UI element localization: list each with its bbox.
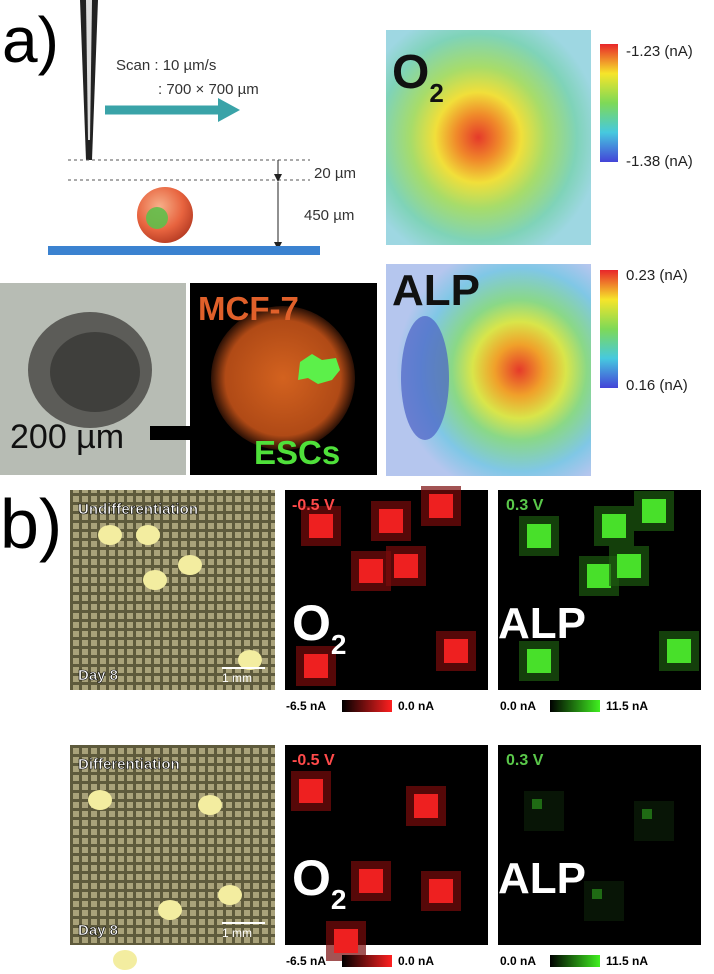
spheroid	[198, 795, 222, 815]
scan-arrowhead	[218, 98, 240, 122]
signal	[527, 649, 551, 673]
map-label: ALP	[498, 854, 586, 903]
signal	[299, 779, 323, 803]
voltage-label: 0.3 V	[506, 497, 544, 514]
colorbar-max: 11.5 nA	[606, 954, 648, 968]
signal	[444, 639, 468, 663]
signal-halo	[634, 801, 674, 841]
signal	[642, 809, 652, 819]
signal	[642, 499, 666, 523]
colorbar	[342, 700, 392, 712]
phase-label: Differentiation	[78, 756, 180, 773]
spheroid	[218, 885, 242, 905]
label-sub: 2	[429, 78, 443, 108]
signal	[429, 879, 453, 903]
colorbar	[550, 700, 600, 712]
spheroid	[136, 525, 160, 545]
signal	[394, 554, 418, 578]
signal	[309, 514, 333, 538]
probe-core	[86, 0, 92, 140]
voltage-label: 0.3 V	[506, 752, 544, 769]
colorbar-max: -1.23 (nA)	[626, 43, 693, 60]
o2-map	[386, 30, 591, 245]
scale-bar-label: 1 mm	[222, 671, 252, 685]
voltage-label: -0.5 V	[292, 497, 335, 514]
scan-speed: Scan : 10 µm/s	[116, 57, 216, 74]
colorbar-min: 0.0 nA	[500, 954, 536, 968]
mcf7-label: MCF-7	[198, 290, 299, 327]
substrate	[48, 246, 320, 255]
label-main: O	[392, 46, 429, 99]
map-label: ALP	[392, 266, 480, 315]
colorbar-min: -1.38 (nA)	[626, 153, 693, 170]
colorbar-min: 0.0 nA	[500, 699, 536, 713]
map-label: O2	[292, 595, 346, 660]
spheroid	[88, 790, 112, 810]
panel-label: b)	[0, 485, 62, 563]
day-label: Day 8	[78, 922, 118, 939]
signal	[429, 494, 453, 518]
signal	[379, 509, 403, 533]
colorbar	[600, 44, 618, 162]
gap-label: 20 µm	[314, 165, 356, 182]
height-label: 450 µm	[304, 207, 354, 224]
map-label: ALP	[498, 599, 586, 648]
esc-cluster	[146, 207, 168, 229]
signal	[359, 559, 383, 583]
day-label: Day 8	[78, 667, 118, 684]
colorbar-max: 0.23 (nA)	[626, 267, 688, 284]
colorbar	[550, 955, 600, 967]
signal	[667, 639, 691, 663]
map-label: O2	[392, 46, 444, 108]
colorbar-min: -6.5 nA	[286, 954, 326, 968]
scale-bar-label: 1 mm	[222, 926, 252, 940]
spheroid-core	[50, 332, 140, 412]
signal	[359, 869, 383, 893]
signal	[587, 564, 611, 588]
spheroid	[178, 555, 202, 575]
label-sub: 2	[331, 884, 347, 915]
colorbar-max: 0.0 nA	[398, 699, 434, 713]
voltage-label: -0.5 V	[292, 752, 335, 769]
spheroid-shadow	[401, 316, 449, 440]
scale-bar-label: 200 µm	[10, 418, 124, 456]
esc-label: ESCs	[254, 434, 340, 471]
spheroid	[113, 950, 137, 970]
signal-halo	[524, 791, 564, 831]
signal	[602, 514, 626, 538]
label-main: O	[292, 595, 331, 651]
map-label: O2	[292, 850, 346, 915]
spheroid	[238, 650, 262, 670]
signal	[334, 929, 358, 953]
colorbar-min: 0.16 (nA)	[626, 377, 688, 394]
signal	[617, 554, 641, 578]
signal	[527, 524, 551, 548]
label-sub: 2	[331, 629, 347, 660]
colorbar-max: 11.5 nA	[606, 699, 648, 713]
mcf7-spheroid	[211, 306, 355, 450]
signal	[592, 889, 602, 899]
signal	[414, 794, 438, 818]
label-main: O	[292, 850, 331, 906]
scan-area: : 700 × 700 µm	[158, 81, 259, 98]
signal-halo	[584, 881, 624, 921]
panel-label: a)	[2, 4, 59, 76]
colorbar-max: 0.0 nA	[398, 954, 434, 968]
signal	[532, 799, 542, 809]
colorbar-min: -6.5 nA	[286, 699, 326, 713]
esc-cluster	[298, 354, 340, 384]
colorbar	[342, 955, 392, 967]
colorbar	[600, 270, 618, 388]
spheroid	[158, 900, 182, 920]
signal	[304, 654, 328, 678]
spheroid	[98, 525, 122, 545]
phase-label: Undifferentiation	[78, 501, 198, 518]
spheroid	[143, 570, 167, 590]
